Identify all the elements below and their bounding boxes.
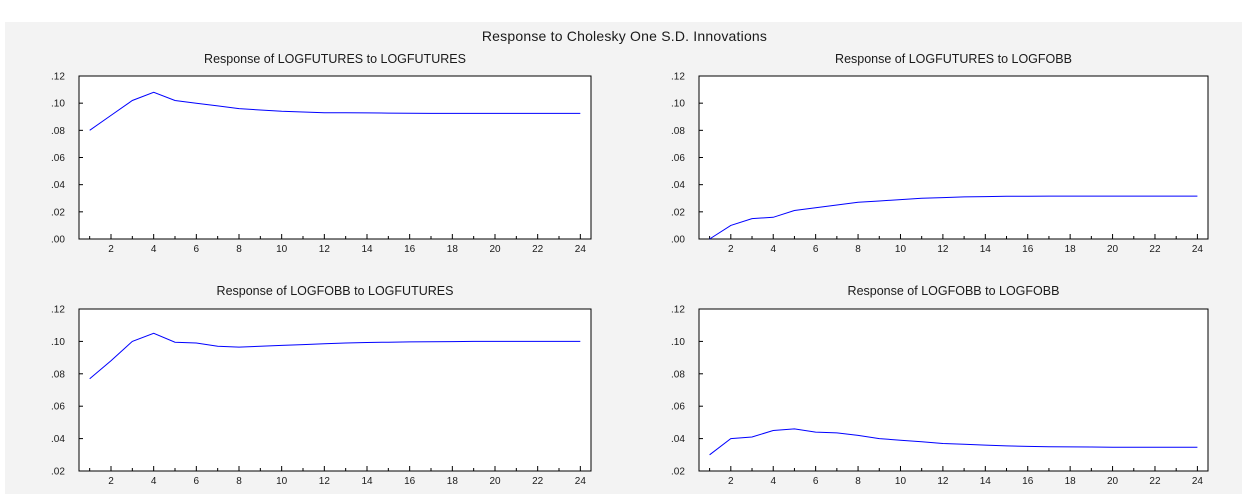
x-tick-label: 4 (770, 244, 776, 255)
x-tick-label: 2 (728, 244, 734, 255)
x-tick-label: 10 (895, 476, 907, 487)
y-tick-label: .12 (671, 305, 685, 316)
plot-area (78, 308, 592, 472)
panel-title: Response of LOGFUTURES to LOGFUTURES (204, 52, 466, 66)
series-line (89, 332, 581, 380)
x-tick-label: 20 (1107, 476, 1119, 487)
x-tick-label: 22 (532, 476, 544, 487)
x-tick-label: 16 (1022, 476, 1034, 487)
x-tick-label: 2 (728, 476, 734, 487)
x-tick-label: 12 (937, 476, 949, 487)
x-tick-label: 10 (276, 244, 288, 255)
x-tick-label: 20 (1107, 244, 1119, 255)
x-tick-label: 6 (194, 476, 200, 487)
plot-area (698, 308, 1209, 472)
panel-title: Response of LOGFOBB to LOGFUTURES (217, 284, 454, 298)
x-tick-label: 12 (937, 244, 949, 255)
x-tick-label: 14 (980, 476, 992, 487)
x-tick-label: 18 (1065, 476, 1077, 487)
chart-panel-3: Response of LOGFOBB to LOGFUTURES .02 .04.… (51, 284, 592, 487)
y-tick-label: .06 (671, 402, 685, 413)
series-line (709, 428, 1198, 456)
x-tick-label: 12 (319, 476, 331, 487)
x-tick-label: 4 (770, 476, 776, 487)
y-tick-label: .04 (51, 434, 65, 445)
y-tick-label: .06 (51, 402, 65, 413)
panel-title: Response of LOGFUTURES to LOGFOBB (835, 52, 1072, 66)
x-tick-label: 2 (108, 244, 114, 255)
x-tick-label: 8 (855, 476, 861, 487)
x-tick-label: 16 (404, 476, 416, 487)
panel-title: Response of LOGFOBB to LOGFOBB (848, 284, 1060, 298)
y-tick-label: .02 (671, 207, 685, 218)
x-tick-label: 10 (276, 476, 288, 487)
x-tick-label: 2 (108, 476, 114, 487)
x-tick-label: 18 (447, 244, 459, 255)
x-tick-label: 14 (361, 244, 373, 255)
x-tick-label: 16 (404, 244, 416, 255)
x-tick-label: 16 (1022, 244, 1034, 255)
x-tick-label: 12 (319, 244, 331, 255)
y-tick-label: .10 (671, 337, 685, 348)
x-tick-label: 6 (813, 476, 819, 487)
y-tick-label: .02 (51, 207, 65, 218)
x-tick-label: 20 (489, 244, 501, 255)
figure-title: Response to Cholesky One S.D. Innovation… (481, 28, 768, 44)
y-tick-label: .12 (51, 305, 65, 316)
y-tick-label: .02 (51, 467, 65, 478)
x-tick-label: 20 (489, 476, 501, 487)
x-tick-label: 24 (575, 476, 587, 487)
y-tick-label: .00 (671, 235, 685, 246)
chart-panel-4: Response of LOGFOBB to LOGFOBB .02 .04 .06.… (671, 284, 1209, 487)
y-tick-label: .08 (51, 369, 65, 380)
plot-area (78, 75, 592, 240)
x-tick-label: 4 (151, 244, 157, 255)
y-tick-label: .04 (51, 180, 65, 191)
x-tick-label: 10 (895, 244, 907, 255)
x-tick-label: 8 (236, 476, 242, 487)
x-tick-label: 8 (236, 244, 242, 255)
chart-panel-2: Response of LOGFUTURES to LOGFOBB .00 .02.… (671, 52, 1209, 255)
y-tick-label: .06 (671, 153, 685, 164)
y-tick-label: .06 (51, 153, 65, 164)
x-tick-label: 18 (447, 476, 459, 487)
x-tick-label: 6 (813, 244, 819, 255)
y-tick-label: .10 (51, 337, 65, 348)
x-tick-label: 18 (1065, 244, 1077, 255)
x-tick-label: 24 (1192, 244, 1204, 255)
y-tick-label: .04 (671, 180, 685, 191)
plot-area (698, 75, 1209, 240)
series-line (709, 195, 1198, 240)
y-tick-label: .02 (671, 467, 685, 478)
x-tick-label: 24 (1192, 476, 1204, 487)
y-tick-label: .12 (671, 72, 685, 83)
x-tick-label: 22 (1149, 244, 1161, 255)
chart-panel-1: Response of LOGFUTURES to LOGFUTURES .00.… (51, 52, 592, 255)
y-tick-label: .10 (671, 99, 685, 110)
x-tick-label: 14 (980, 244, 992, 255)
x-tick-label: 6 (194, 244, 200, 255)
x-tick-label: 22 (1149, 476, 1161, 487)
y-tick-label: .08 (671, 369, 685, 380)
x-tick-label: 24 (575, 244, 587, 255)
series-line (89, 91, 581, 131)
x-tick-label: 22 (532, 244, 544, 255)
x-tick-label: 8 (855, 244, 861, 255)
x-tick-label: 14 (361, 476, 373, 487)
y-tick-label: .08 (51, 126, 65, 137)
y-tick-label: .12 (51, 72, 65, 83)
y-tick-label: .04 (671, 434, 685, 445)
y-tick-label: .08 (671, 126, 685, 137)
x-tick-label: 4 (151, 476, 157, 487)
y-tick-label: .10 (51, 99, 65, 110)
y-tick-label: .00 (51, 235, 65, 246)
